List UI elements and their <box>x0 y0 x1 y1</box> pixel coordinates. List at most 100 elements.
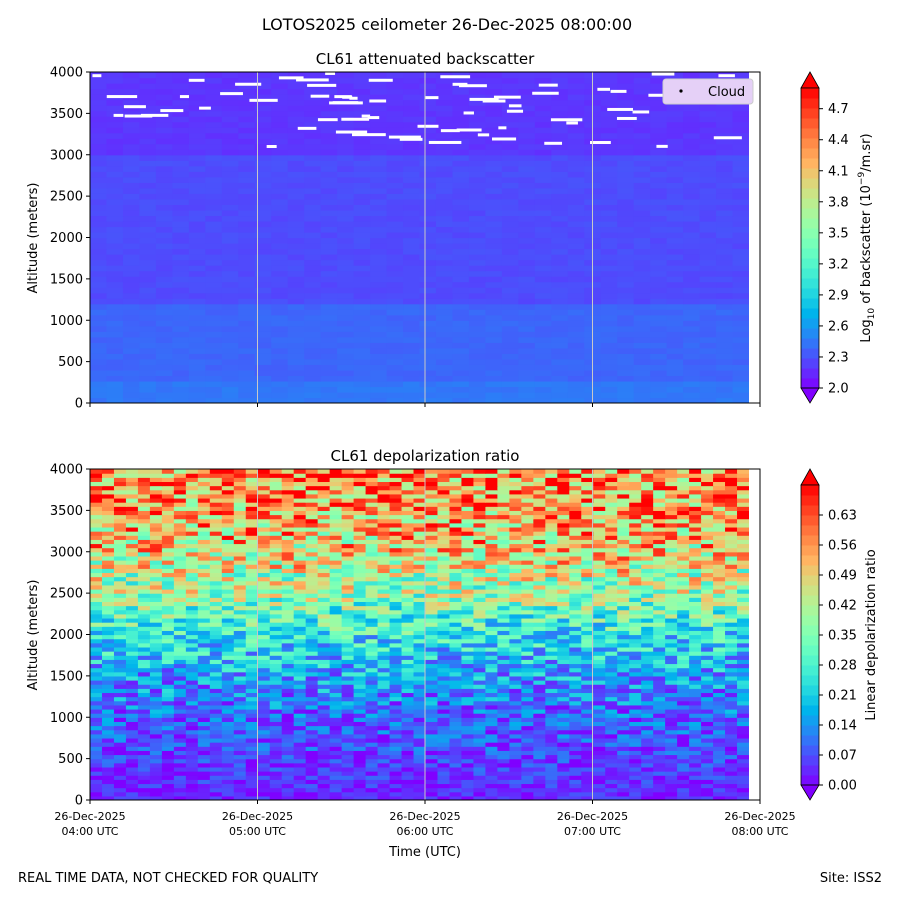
backscatter-cell <box>518 243 536 250</box>
backscatter-cell <box>106 127 124 134</box>
depolarization-cell <box>533 684 546 689</box>
depolarization-cell <box>581 688 594 694</box>
backscatter-cell <box>238 358 256 365</box>
backscatter-cell <box>205 154 223 161</box>
depolarization-cell <box>509 713 522 718</box>
depolarization-cell <box>653 626 666 631</box>
depolarization-cell <box>173 721 187 727</box>
depolarization-cell <box>149 742 163 747</box>
backscatter-cell <box>337 353 355 360</box>
depolarization-cell <box>473 795 486 800</box>
depolarization-cell <box>101 754 115 760</box>
backscatter-cell <box>205 243 223 250</box>
depolarization-cell <box>713 688 726 694</box>
backscatter-cell <box>485 187 503 194</box>
depolarization-cell <box>161 638 175 644</box>
depolarization-cell <box>665 638 678 644</box>
backscatter-cell <box>188 303 206 310</box>
depolarization-cell <box>161 725 175 731</box>
colorbar-band <box>801 138 819 149</box>
backscatter-cell <box>699 187 717 194</box>
cloud-marker <box>469 97 499 101</box>
backscatter-cell <box>666 209 684 217</box>
depolarization-cell <box>509 663 522 669</box>
backscatter-cell <box>468 237 486 244</box>
backscatter-cell <box>188 165 206 172</box>
backscatter-cell <box>337 254 355 261</box>
backscatter-cell <box>600 149 618 156</box>
depolarization-cell <box>245 675 259 681</box>
depolarization-cell <box>137 754 151 760</box>
backscatter-cell <box>403 198 421 205</box>
depolarization-cell <box>617 791 630 797</box>
backscatter-cell <box>139 369 157 377</box>
depolarization-cell <box>521 750 534 756</box>
depolarization-cell <box>485 775 498 780</box>
backscatter-cell <box>271 237 289 244</box>
depolarization-cell <box>125 783 139 789</box>
depolarization-cell <box>101 684 115 689</box>
depolarization-cell <box>425 783 439 789</box>
depolarization-cell <box>389 642 403 648</box>
depolarization-cell <box>173 795 187 800</box>
backscatter-cell <box>617 358 635 365</box>
backscatter-cell <box>106 292 124 299</box>
backscatter-cell <box>600 132 618 139</box>
depolarization-cell <box>90 787 103 793</box>
depolarization-cell <box>533 642 546 648</box>
backscatter-cell <box>155 116 173 123</box>
backscatter-cell <box>501 116 519 123</box>
backscatter-cell <box>633 391 651 399</box>
depolarization-cell <box>653 787 666 793</box>
backscatter-cell <box>353 281 371 288</box>
backscatter-cell <box>287 342 305 349</box>
backscatter-cell <box>188 237 206 244</box>
backscatter-cell <box>485 276 503 283</box>
backscatter-cell <box>452 358 470 365</box>
depolarization-cell <box>629 675 642 681</box>
depolarization-cell <box>125 704 139 710</box>
depolarization-cell <box>173 783 187 789</box>
depolarization-cell <box>401 688 415 694</box>
depolarization-cell <box>377 655 391 660</box>
backscatter-cell <box>122 391 141 399</box>
depolarization-cell <box>485 642 498 648</box>
backscatter-cell <box>205 298 223 305</box>
backscatter-cell <box>370 375 388 382</box>
depolarization-cell <box>293 651 307 656</box>
backscatter-cell <box>155 198 173 205</box>
backscatter-cell <box>370 226 388 233</box>
backscatter-cell <box>238 237 256 244</box>
backscatter-cell <box>221 309 239 316</box>
depolarization-cell <box>401 680 415 685</box>
depolarization-cell <box>461 721 475 727</box>
depolarization-cell <box>221 622 235 627</box>
depolarization-cell <box>629 721 642 727</box>
depolarization-cell <box>329 787 343 793</box>
backscatter-cell <box>370 110 388 117</box>
backscatter-cell <box>485 248 503 255</box>
backscatter-cell <box>337 198 355 205</box>
backscatter-cell <box>139 364 157 371</box>
backscatter-cell <box>633 171 651 178</box>
depolarization-cell <box>149 630 163 636</box>
depolarization-cell <box>413 688 427 694</box>
depolarization-cell <box>365 622 379 627</box>
depolarization-cell <box>125 775 139 780</box>
depolarization-cell <box>245 729 259 735</box>
depolarization-cell <box>221 684 235 689</box>
depolarization-cell <box>257 692 271 698</box>
backscatter-cell <box>419 149 437 156</box>
colorbar-tick-label: 3.8 <box>828 195 849 210</box>
depolarization-cell <box>653 766 666 772</box>
backscatter-cell <box>617 320 635 327</box>
backscatter-cell <box>320 121 338 128</box>
backscatter-cell <box>287 281 305 288</box>
depolarization-cell <box>425 659 439 665</box>
depolarization-cell <box>317 725 331 731</box>
depolarization-cell <box>305 638 319 644</box>
backscatter-cell <box>551 248 569 255</box>
backscatter-cell <box>386 121 404 128</box>
backscatter-cell <box>386 94 404 101</box>
depolarization-cell <box>161 646 175 652</box>
